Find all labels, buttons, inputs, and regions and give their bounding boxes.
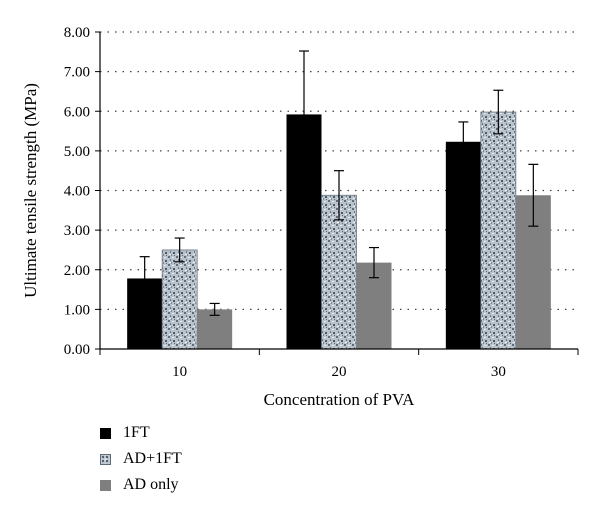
legend-swatch-ad-only bbox=[100, 479, 111, 491]
legend-item-1ft: 1FT bbox=[100, 420, 182, 446]
x-tick-label: 30 bbox=[491, 364, 506, 380]
legend-item-ad-1ft: AD+1FT bbox=[100, 446, 182, 472]
bar bbox=[480, 111, 517, 350]
x-tick-label: 20 bbox=[332, 364, 347, 380]
y-axis-ticks: 0.00 1.00 2.00 3.00 4.00 5.00 6.00 7.00 8.00 bbox=[64, 25, 100, 358]
y-tick-label: 8.00 bbox=[64, 25, 90, 41]
y-tick-label: 6.00 bbox=[64, 104, 90, 120]
x-tick-label: 10 bbox=[172, 364, 187, 380]
bar-chart: 0.00 1.00 2.00 3.00 4.00 5.00 6.00 7.00 8.00 10 2… bbox=[21, 25, 579, 409]
legend-label-ad-1ft: AD+1FT bbox=[123, 450, 182, 467]
y-tick-label: 7.00 bbox=[64, 65, 90, 81]
y-tick-label: 1.00 bbox=[64, 302, 90, 318]
bar bbox=[197, 309, 233, 349]
bar bbox=[161, 249, 198, 350]
legend-label-1ft: 1FT bbox=[123, 424, 150, 441]
y-tick-label: 2.00 bbox=[64, 263, 90, 279]
legend-swatch-ad-1ft bbox=[100, 453, 111, 465]
legend-item-ad-only: AD only bbox=[100, 472, 182, 498]
y-tick-label: 3.00 bbox=[64, 223, 90, 239]
legend: 1FT AD+1FT AD only bbox=[100, 420, 182, 498]
x-axis-ticks: 10 20 30 bbox=[99, 349, 579, 380]
legend-label-ad-only: AD only bbox=[123, 476, 179, 493]
legend-swatch-1ft bbox=[100, 427, 111, 439]
y-tick-label: 4.00 bbox=[64, 184, 90, 200]
y-axis-label: Ultimate tensile strength (MPa) bbox=[21, 83, 40, 298]
x-axis-label: Concentration of PVA bbox=[264, 390, 416, 409]
bar bbox=[445, 141, 481, 349]
y-tick-label: 0.00 bbox=[64, 342, 90, 358]
error-bars bbox=[139, 50, 539, 316]
y-tick-label: 5.00 bbox=[64, 144, 90, 160]
